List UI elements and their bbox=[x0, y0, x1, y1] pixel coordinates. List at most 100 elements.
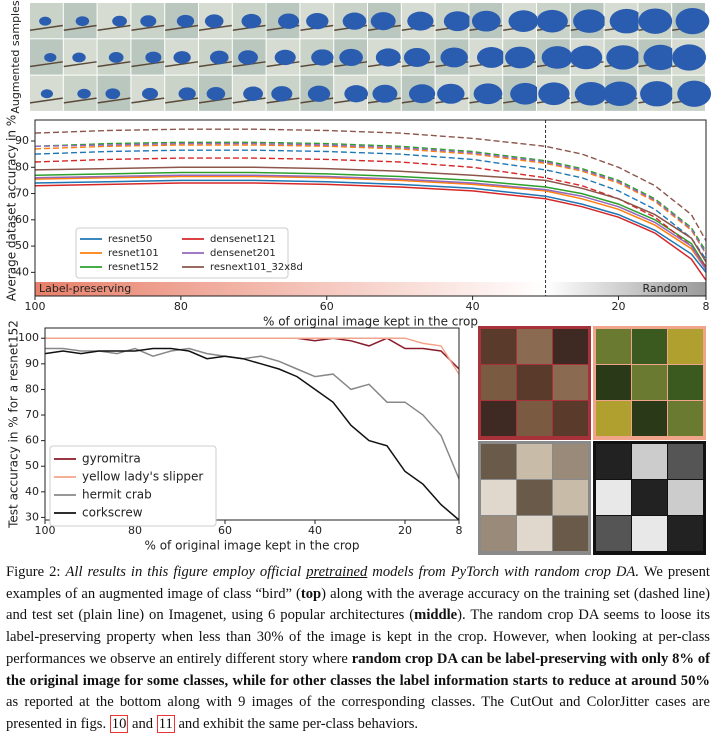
branch bbox=[63, 97, 97, 104]
bird bbox=[372, 84, 398, 103]
caption-text: and bbox=[128, 715, 157, 732]
bird bbox=[307, 85, 331, 102]
y-tick-label: 80 bbox=[15, 160, 29, 173]
train-line bbox=[34, 141, 707, 252]
bird bbox=[75, 16, 90, 27]
bird bbox=[443, 11, 472, 32]
photo bbox=[553, 516, 588, 551]
bird bbox=[473, 83, 503, 105]
train-line bbox=[34, 144, 707, 255]
photo bbox=[668, 444, 703, 479]
bird bbox=[510, 82, 541, 105]
legend-label: resnet152 bbox=[108, 262, 159, 273]
caption-text: models from PyTorch with random crop DA. bbox=[367, 564, 639, 580]
photo bbox=[553, 401, 588, 436]
train-line bbox=[34, 142, 707, 255]
bird bbox=[476, 47, 506, 68]
photo bbox=[632, 444, 667, 479]
y-tick-label: 40 bbox=[15, 265, 29, 278]
bird bbox=[609, 8, 644, 34]
x-tick-label: 80 bbox=[174, 300, 188, 313]
branch bbox=[29, 61, 63, 68]
bird bbox=[536, 9, 568, 33]
legend-box bbox=[49, 445, 217, 527]
photo bbox=[596, 480, 631, 515]
photo bbox=[668, 516, 703, 551]
y-tick-label: 50 bbox=[15, 239, 29, 252]
photo bbox=[517, 516, 552, 551]
series-line bbox=[45, 347, 460, 480]
bird bbox=[541, 46, 573, 69]
branch bbox=[165, 24, 199, 31]
bird bbox=[407, 11, 434, 31]
legend-label: yellow lady's slipper bbox=[82, 470, 203, 484]
series-line bbox=[34, 171, 707, 268]
bird bbox=[173, 51, 191, 64]
bird bbox=[573, 9, 606, 33]
bird bbox=[339, 48, 363, 67]
bird bbox=[677, 80, 712, 107]
bird bbox=[140, 15, 157, 28]
x-tick-label: 20 bbox=[398, 524, 412, 537]
bird bbox=[403, 47, 431, 67]
series-line bbox=[34, 175, 707, 271]
bird bbox=[209, 50, 229, 65]
legend-label: corkscrew bbox=[82, 506, 143, 520]
caption-text[interactable]: 11 bbox=[156, 714, 175, 733]
bird bbox=[274, 49, 296, 66]
branch bbox=[165, 97, 199, 104]
bird bbox=[40, 89, 54, 99]
branch bbox=[198, 61, 232, 68]
bird bbox=[241, 13, 262, 29]
y-axis-label: Test accuracy in % for a resnet152 bbox=[7, 320, 21, 529]
bird bbox=[471, 10, 501, 32]
photo bbox=[668, 480, 703, 515]
bird bbox=[72, 52, 86, 63]
series-line bbox=[34, 182, 707, 281]
y-tick-label: 70 bbox=[15, 187, 29, 200]
bird bbox=[311, 49, 334, 66]
x-tick-label: 60 bbox=[218, 524, 232, 537]
bird bbox=[437, 83, 465, 104]
bird bbox=[141, 87, 158, 100]
branch bbox=[131, 24, 165, 31]
x-tick-label: 8 bbox=[703, 300, 710, 313]
photo bbox=[596, 516, 631, 551]
y-tick-label: 60 bbox=[15, 213, 29, 226]
y-tick-label: 40 bbox=[25, 485, 39, 498]
bird bbox=[344, 85, 368, 103]
photo bbox=[517, 365, 552, 400]
branch bbox=[131, 97, 165, 104]
caption-text: All results in this figure employ offici… bbox=[65, 564, 307, 580]
photo bbox=[596, 444, 631, 479]
photo bbox=[481, 480, 516, 515]
caption-text: middle bbox=[414, 607, 458, 624]
region-band bbox=[545, 282, 706, 296]
branch bbox=[131, 61, 165, 68]
axes-frame bbox=[34, 119, 707, 297]
y-tick-label: 70 bbox=[25, 408, 39, 421]
bird bbox=[206, 86, 226, 101]
x-axis-label: % of original image kept in the crop bbox=[263, 315, 478, 329]
legend-label: resnext101_32x8d bbox=[210, 262, 303, 273]
caption-text[interactable]: 10 bbox=[109, 714, 129, 733]
caption-text: top bbox=[300, 585, 322, 602]
caption-text: and exhibit the same per-class behaviors… bbox=[174, 715, 419, 732]
caption-text: random crop DA can be label-preserving w… bbox=[6, 650, 710, 689]
caption-text: Figure 2: bbox=[6, 564, 66, 580]
x-tick-label: 8 bbox=[456, 524, 463, 537]
branch bbox=[29, 97, 63, 104]
bird bbox=[278, 13, 300, 29]
y-axis-label: Average dataset accuracy in % bbox=[5, 115, 19, 301]
bird bbox=[105, 88, 121, 100]
region-label: Label-preserving bbox=[39, 282, 131, 295]
bird bbox=[675, 8, 710, 35]
caption-text: ). The random crop DA seems to loose its… bbox=[6, 607, 711, 667]
bird bbox=[672, 44, 706, 71]
bird bbox=[204, 14, 224, 28]
branch bbox=[165, 61, 199, 68]
bird bbox=[39, 16, 52, 26]
photo bbox=[553, 365, 588, 400]
y-tick-label: 90 bbox=[25, 357, 39, 370]
bird bbox=[238, 50, 258, 65]
